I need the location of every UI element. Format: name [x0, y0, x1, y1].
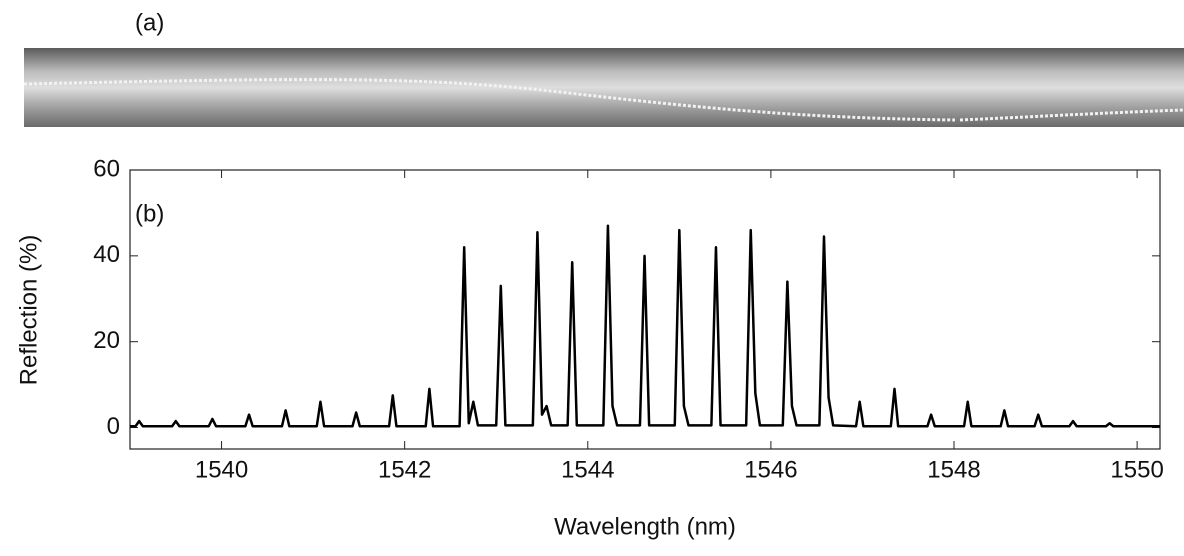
x-axis-label: Wavelength (nm)	[554, 513, 736, 540]
y-tick-label: 60	[93, 155, 120, 182]
panel-label: (b)	[135, 200, 164, 227]
x-tick-label: 1542	[378, 456, 431, 483]
y-tick-label: 40	[93, 241, 120, 268]
x-tick-label: 1546	[744, 456, 797, 483]
y-tick-label: 0	[107, 413, 120, 440]
panel-label: (a)	[135, 9, 164, 36]
y-tick-label: 20	[93, 327, 120, 354]
x-tick-label: 1544	[561, 456, 614, 483]
fiber-image	[23, 48, 1184, 127]
plot-frame	[129, 169, 1161, 450]
x-tick-label: 1550	[1110, 456, 1163, 483]
x-tick-label: 1540	[195, 456, 248, 483]
x-tick-label: 1548	[927, 456, 980, 483]
spectrum-line	[130, 224, 1160, 428]
y-axis-label: Reflection (%)	[15, 235, 42, 386]
